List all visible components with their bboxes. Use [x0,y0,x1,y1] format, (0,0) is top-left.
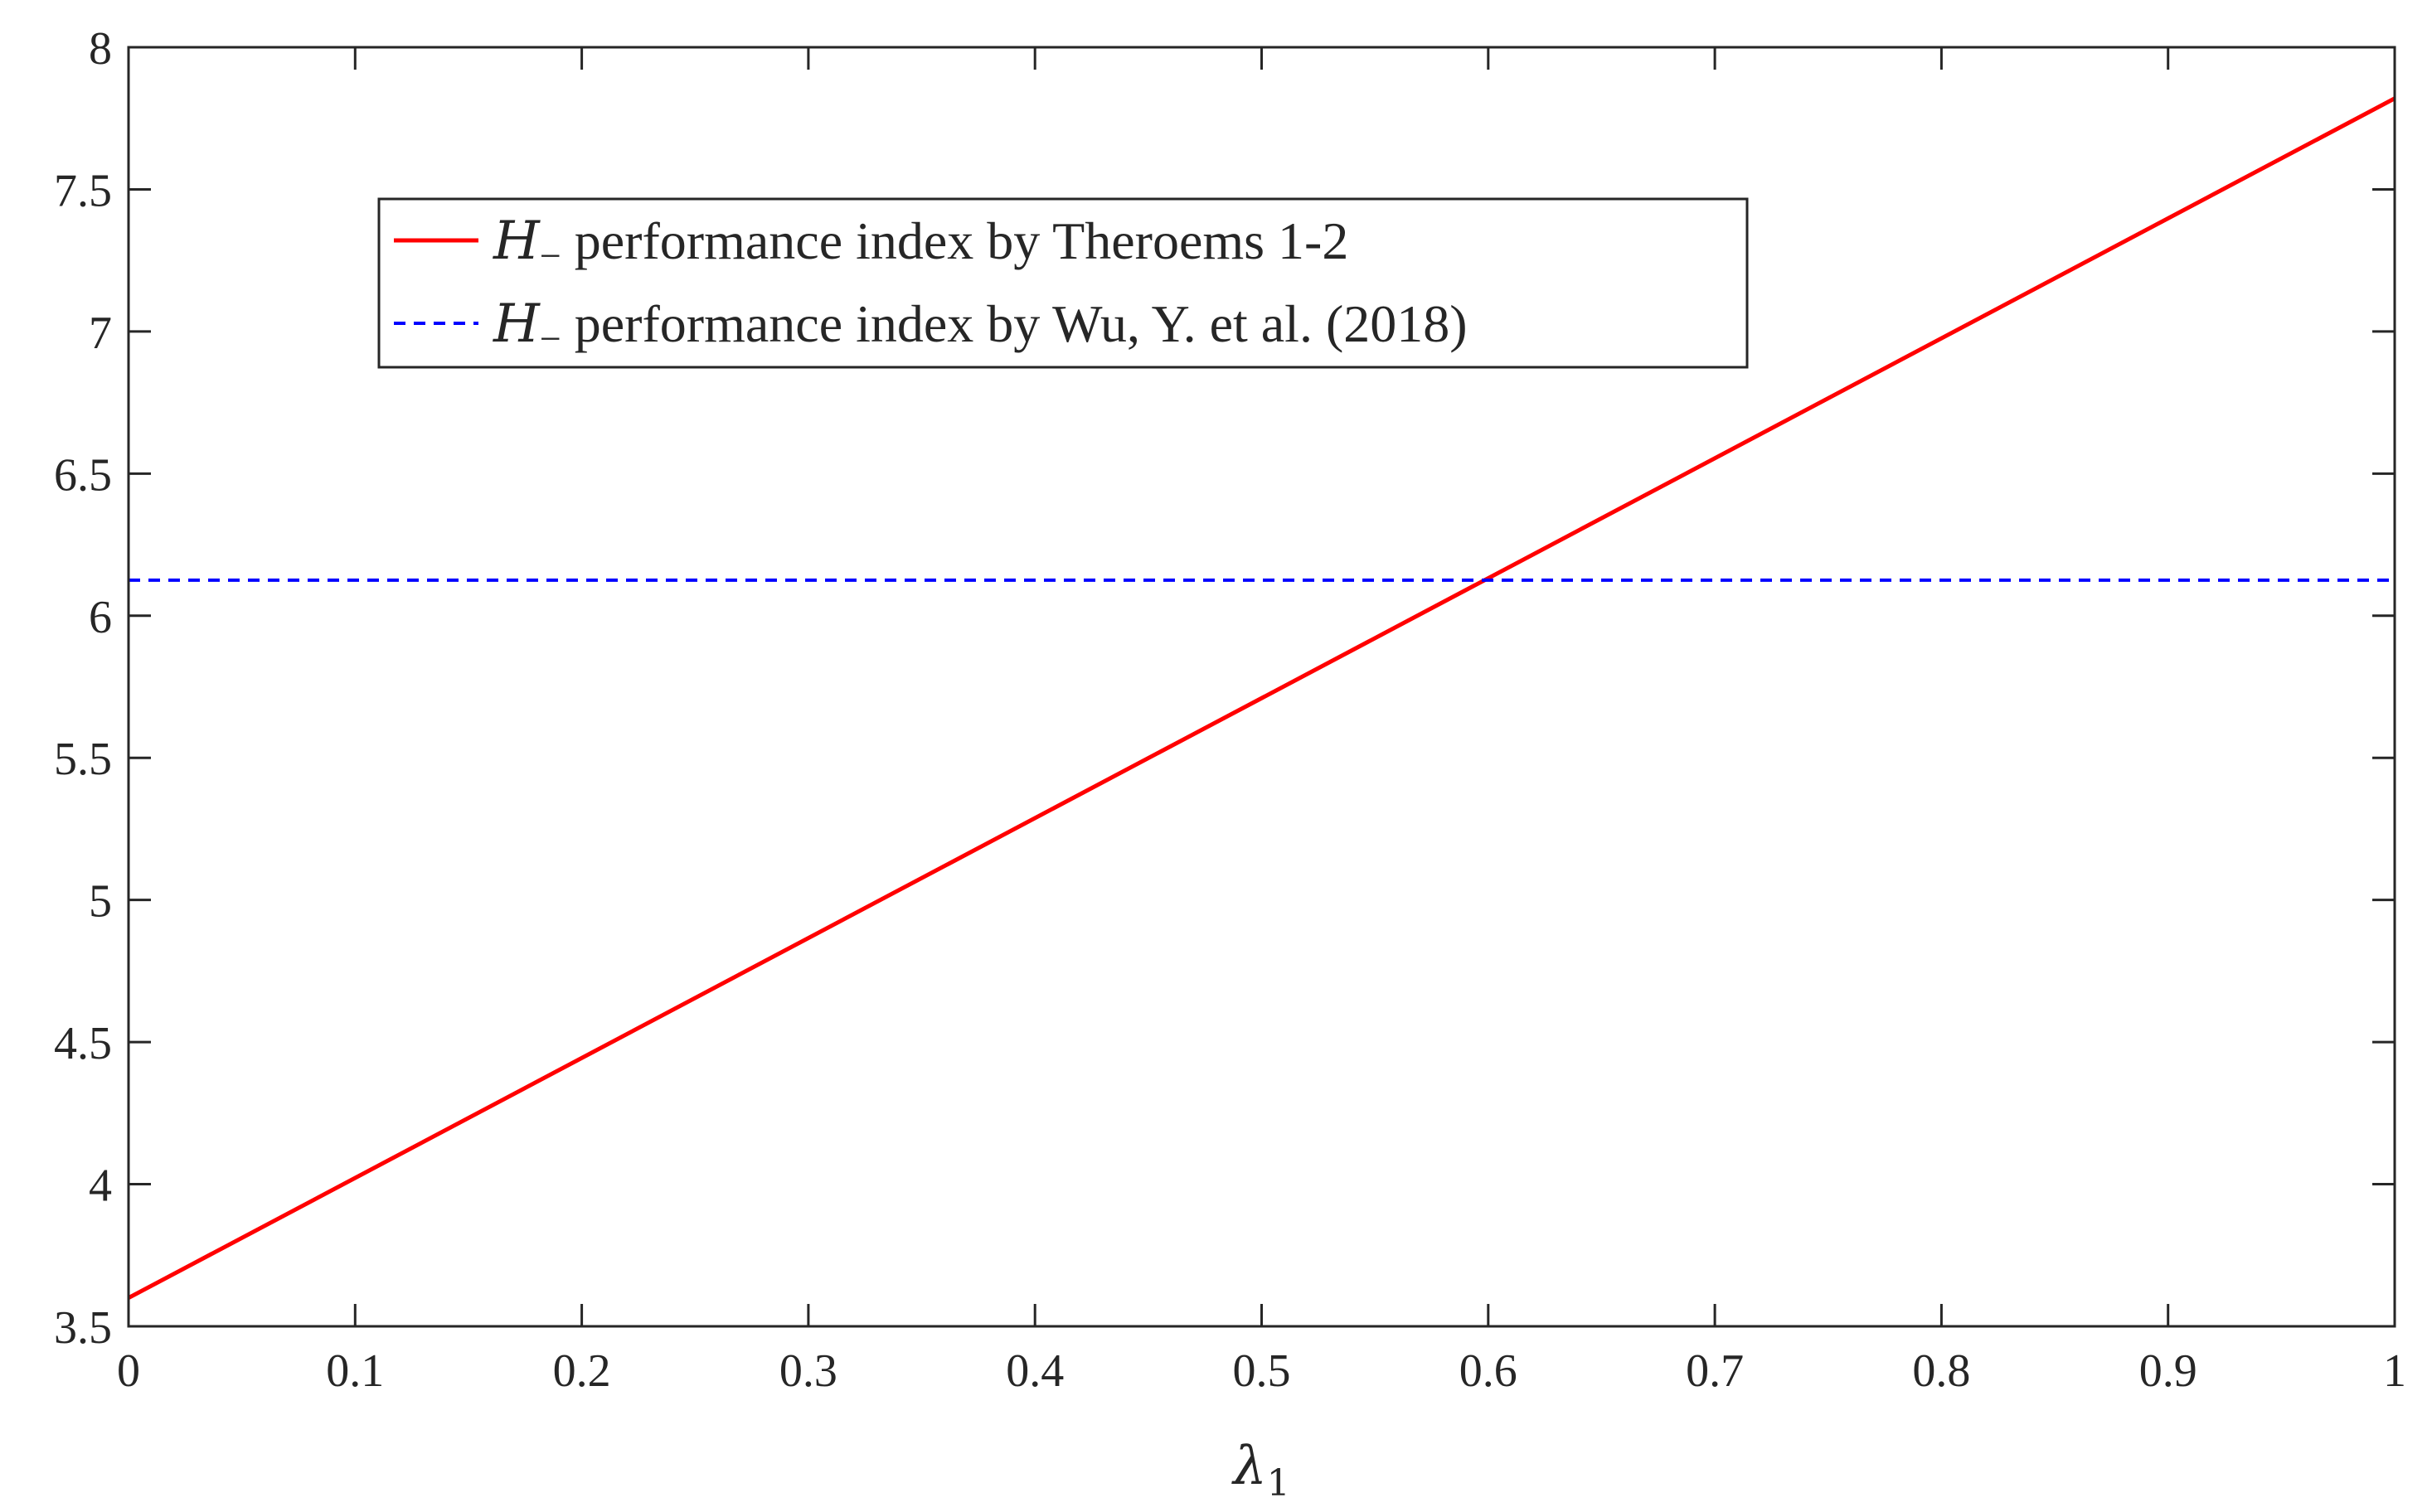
y-tick-label: 6 [89,592,112,643]
legend-entry-1: H− performance index by Theroems 1-2 [493,211,1348,277]
y-tick-label: 8 [89,23,112,75]
legend: H− performance index by Theroems 1-2 H− p… [377,197,1749,369]
x-tick-label: 1 [2383,1345,2406,1397]
series-line-1 [127,96,2396,1300]
tick-layer: 0 0.1 0.2 0.3 0.4 0.5 0.6 0.7 0.8 0.9 1 3.5 4 4.5 5 5.5… [54,23,2406,1397]
x-tick-label: 0.7 [1686,1345,1744,1397]
x-tick-label: 0.6 [1459,1345,1517,1397]
y-tick-label: 5.5 [54,734,112,785]
y-tick-label: 4.5 [54,1018,112,1069]
y-tick-label: 4 [89,1161,112,1212]
y-tick-label: 6.5 [54,449,112,501]
x-tick-label: 0.4 [1006,1345,1064,1397]
series-layer [127,96,2396,1300]
x-axis-title: λ1 [1231,1436,1290,1505]
x-tick-label: 0.3 [779,1345,837,1397]
y-tick-label: 7 [89,308,112,359]
x-tick-label: 0.2 [553,1345,611,1397]
y-tick-label: 5 [89,876,112,928]
x-tick-label: 0.5 [1233,1345,1291,1397]
y-tick-label: 7.5 [54,165,112,216]
legend-entry-2: H− performance index by Wu, Y. et al. (2… [493,293,1468,360]
legend-box [377,197,1749,369]
y-tick-label: 3.5 [54,1302,112,1354]
x-tick-label: 0.1 [326,1345,384,1397]
x-tick-label: 0 [117,1345,140,1397]
x-tick-label: 0.8 [1912,1345,1970,1397]
x-axis-label: λ1 [1231,1436,1290,1505]
x-tick-label: 0.9 [2139,1345,2197,1397]
